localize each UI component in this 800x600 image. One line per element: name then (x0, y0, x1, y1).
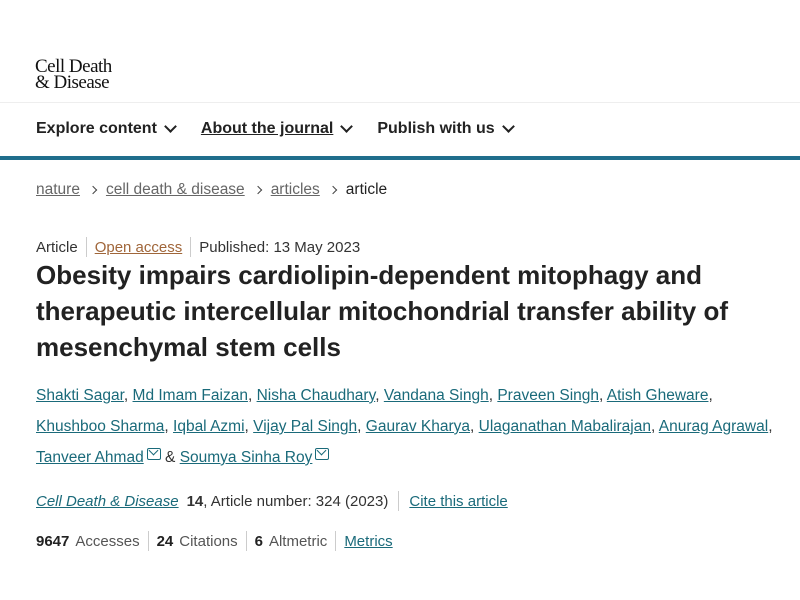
author-link[interactable]: Praveen Singh (497, 387, 600, 404)
divider (147, 531, 149, 551)
author-joiner: & (165, 449, 176, 466)
open-access-link[interactable]: Open access (94, 238, 183, 256)
volume: 14 (186, 492, 204, 510)
author-link[interactable]: Vandana Singh (383, 387, 489, 404)
breadcrumb: nature cell death & disease articles art… (36, 181, 387, 199)
author-link[interactable]: Vijay Pal Singh (253, 418, 358, 435)
email-icon[interactable] (146, 448, 161, 460)
divider (398, 491, 400, 511)
main-nav: Explore content About the journal Publis… (36, 120, 515, 138)
author-link[interactable]: Tanveer Ahmad (36, 449, 144, 466)
published-date: Published: 13 May 2023 (199, 238, 361, 256)
chevron-right-icon (88, 185, 98, 195)
article-title: Obesity impairs cardiolipin-dependent mi… (36, 260, 729, 362)
chevron-down-icon (501, 120, 515, 133)
accesses-label: Accesses (75, 532, 140, 550)
article-meta: Article Open access Published: 13 May 20… (36, 237, 360, 257)
cite-article-link[interactable]: Cite this article (409, 492, 508, 510)
accent-bar (0, 156, 800, 160)
author-link[interactable]: Gaurav Kharya (365, 418, 471, 435)
divider (85, 237, 87, 257)
divider (0, 102, 800, 103)
breadcrumb-nature[interactable]: nature (36, 181, 80, 198)
article-number: , Article number: 324 (2023) (203, 492, 389, 510)
nav-publish[interactable]: Publish with us (377, 120, 515, 138)
author-link[interactable]: Anurag Agrawal (658, 418, 769, 435)
author-list: Shakti Sagar, Md Imam Faizan, Nisha Chau… (36, 387, 773, 466)
author-link[interactable]: Shakti Sagar (36, 387, 124, 404)
metrics-link[interactable]: Metrics (344, 532, 393, 550)
author-link[interactable]: Khushboo Sharma (36, 418, 165, 435)
nav-label: Explore content (36, 120, 157, 137)
email-icon[interactable] (315, 448, 330, 460)
divider (190, 237, 192, 257)
journal-logo[interactable]: Cell Death & Disease (35, 56, 112, 93)
citations-label: Citations (179, 532, 238, 550)
citation-line: Cell Death & Disease 14 , Article number… (36, 491, 508, 511)
breadcrumb-journal[interactable]: cell death & disease (105, 181, 245, 198)
breadcrumb-articles[interactable]: articles (270, 181, 320, 198)
journal-link[interactable]: Cell Death & Disease (36, 492, 179, 510)
divider (245, 531, 247, 551)
author-link[interactable]: Md Imam Faizan (132, 387, 248, 404)
altmetric-label: Altmetric (268, 532, 328, 550)
breadcrumb-current: article (345, 181, 388, 198)
author-link[interactable]: Ulaganathan Mabalirajan (478, 418, 651, 435)
chevron-down-icon (340, 120, 354, 133)
accesses-count: 9647 (36, 532, 70, 550)
logo-line1: Cell Death (35, 56, 112, 77)
author-link[interactable]: Atish Gheware (606, 387, 709, 404)
chevron-right-icon (253, 185, 262, 195)
article-metrics: 9647 Accesses 24 Citations 6 Altmetric Metr… (36, 531, 393, 551)
citations-count: 24 (156, 532, 174, 550)
nav-explore-content[interactable]: Explore content (36, 120, 177, 138)
author-link[interactable]: Nisha Chaudhary (256, 387, 376, 404)
chevron-down-icon (164, 120, 177, 133)
article-type: Article (36, 238, 78, 256)
nav-label: Publish with us (377, 120, 495, 137)
author-link[interactable]: Soumya Sinha Roy (179, 449, 313, 466)
altmetric-score: 6 (254, 532, 263, 550)
logo-line2: & Disease (35, 72, 110, 93)
nav-label: About the journal (200, 120, 334, 137)
divider (335, 531, 337, 551)
chevron-right-icon (328, 185, 338, 195)
nav-about-journal[interactable]: About the journal (200, 120, 354, 138)
author-link[interactable]: Iqbal Azmi (173, 418, 245, 435)
